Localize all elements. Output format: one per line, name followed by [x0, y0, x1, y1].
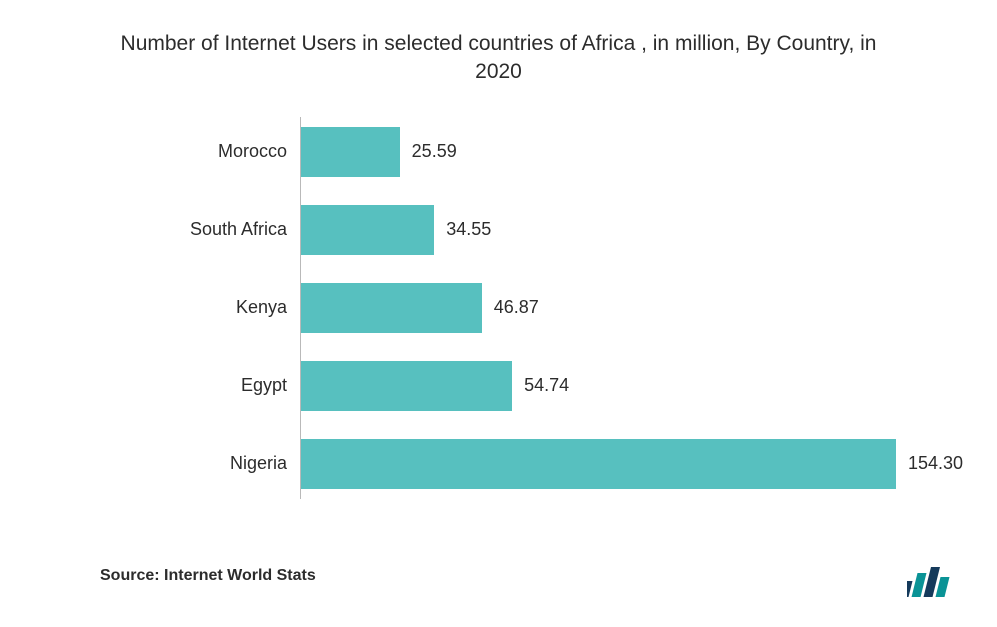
bar-row: Nigeria154.30	[301, 439, 877, 489]
plot-area: Morocco25.59 South Africa34.55 Kenya46.87 E…	[300, 117, 877, 499]
category-label: South Africa	[190, 219, 301, 240]
category-label: Kenya	[236, 297, 301, 318]
value-label: 25.59	[400, 141, 457, 162]
category-label: Egypt	[241, 375, 301, 396]
bar-row: Egypt54.74	[301, 361, 877, 411]
category-label: Morocco	[218, 141, 301, 162]
bar	[301, 361, 512, 411]
value-label: 154.30	[896, 453, 963, 474]
source-text: Source: Internet World Stats	[100, 567, 316, 585]
category-label: Nigeria	[230, 453, 301, 474]
bar	[301, 439, 896, 489]
bar-row: Kenya46.87	[301, 283, 877, 333]
bar	[301, 127, 400, 177]
bar-row: Morocco25.59	[301, 127, 877, 177]
bar-row: South Africa34.55	[301, 205, 877, 255]
value-label: 34.55	[434, 219, 491, 240]
chart-title: Number of Internet Users in selected cou…	[119, 30, 879, 87]
bar	[301, 205, 434, 255]
value-label: 46.87	[482, 297, 539, 318]
chart-container: Number of Internet Users in selected cou…	[0, 0, 997, 627]
brand-logo-icon	[907, 567, 959, 597]
value-label: 54.74	[512, 375, 569, 396]
bar	[301, 283, 482, 333]
